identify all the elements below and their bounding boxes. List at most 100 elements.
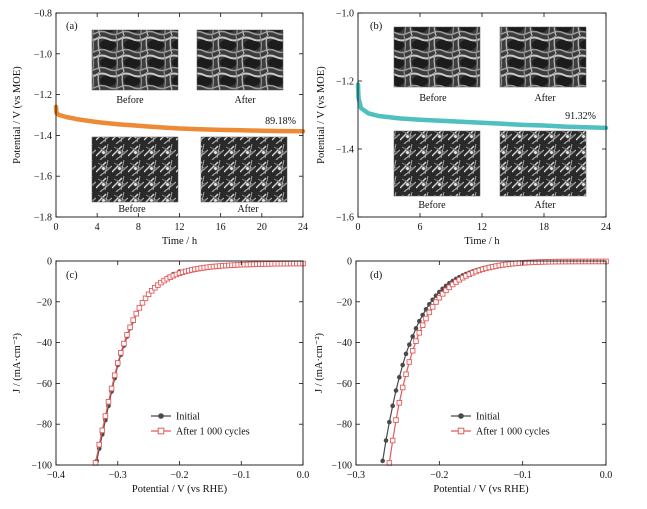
legend-marker: [158, 413, 164, 419]
stability-curve: [53, 104, 306, 134]
micrograph-caption: After: [237, 204, 259, 215]
y-tick-label: −1.6: [336, 213, 354, 224]
sem-micrograph: [196, 29, 284, 91]
data-point: [142, 295, 149, 302]
y-tick-label: −100: [331, 461, 352, 472]
y-tick-label: −100: [31, 461, 52, 472]
x-tick-label: 20: [257, 222, 267, 233]
micrograph-caption: Before: [419, 93, 447, 104]
x-tick-label: −0.3: [347, 470, 365, 481]
x-tick-label: −0.2: [170, 470, 188, 481]
x-tick-label: 0.0: [600, 470, 613, 481]
panel-letter: (b): [370, 21, 383, 32]
data-point: [403, 371, 409, 377]
sem-micrograph: [499, 26, 587, 88]
sem-micrograph: [91, 136, 179, 203]
sem-micrograph: [200, 136, 288, 203]
legend-label: Initial: [476, 412, 500, 423]
data-point: [406, 359, 413, 365]
y-tick-label: 0: [47, 257, 52, 268]
y-tick-label: −1.2: [336, 77, 354, 88]
x-axis-label: Time / h: [464, 236, 500, 247]
data-point: [105, 399, 112, 405]
y-tick-label: −1.6: [34, 172, 52, 183]
data-point: [390, 403, 395, 409]
data-point: [439, 291, 446, 297]
x-axis-label: Potential / V (vs RHE): [433, 484, 529, 495]
series-line: [96, 271, 180, 462]
data-point: [433, 299, 439, 305]
y-tick-label: −1.2: [34, 90, 52, 101]
data-point: [426, 309, 433, 316]
y-tick-label: −40: [36, 338, 52, 349]
panel-b: Before After Before After 0 6 12 18 24 −1.6 −1.4 −1…: [316, 9, 611, 248]
sem-micrograph: [499, 130, 587, 197]
x-tick-label: −0.3: [109, 470, 127, 481]
micrograph-caption: Before: [418, 200, 446, 211]
legend-marker: [458, 413, 464, 419]
micrograph-caption: Before: [118, 204, 146, 215]
data-point: [127, 324, 133, 331]
data-point: [118, 350, 124, 356]
legend-label: After 1 000 cycles: [476, 427, 550, 438]
data-point: [102, 413, 109, 419]
data-point: [413, 326, 419, 331]
data-point: [145, 291, 152, 298]
retention-annotation: 89.18%: [265, 116, 296, 127]
plot-frame: [355, 260, 607, 466]
micrograph-caption: After: [534, 93, 556, 104]
data-point: [387, 419, 392, 425]
x-tick-label: 0: [54, 222, 59, 233]
data-point: [413, 338, 419, 344]
data-point: [403, 351, 409, 357]
data-point: [400, 362, 405, 368]
data-point: [124, 332, 130, 338]
y-tick-label: 0: [347, 257, 352, 268]
y-tick-label: −1.4: [34, 131, 52, 142]
x-axis-label: Potential / V (vs RHE): [132, 484, 228, 495]
panel-letter: (c): [66, 270, 78, 281]
y-tick-label: −60: [336, 379, 352, 390]
x-tick-label: 0.0: [297, 470, 310, 481]
data-point: [130, 317, 136, 323]
data-point: [389, 437, 396, 444]
panel-a: Before After Before After 0 4 8 12 16 20 24 −1.8 −1.…: [12, 9, 308, 248]
data-point: [416, 330, 423, 336]
panel-c: −0.4 −0.3 −0.2 −0.1 0.0 −100 −80 −60 −40 −20 0 Pote…: [12, 257, 309, 496]
y-axis-label: Potential / V (vs MOE): [12, 66, 23, 164]
y-tick-label: −1.0: [34, 49, 52, 60]
data-point: [133, 310, 140, 317]
data-point: [111, 372, 118, 378]
stability-curve: [355, 82, 609, 131]
sem-micrograph: [393, 26, 481, 88]
micrograph-caption: Before: [116, 95, 144, 106]
legend-label: Initial: [176, 412, 200, 423]
y-axis-label: Potential / V (vs MOE): [316, 66, 327, 164]
data-point: [436, 294, 443, 301]
x-tick-label: 12: [477, 222, 487, 233]
data-point: [96, 441, 102, 448]
y-tick-label: −1.8: [34, 213, 52, 224]
data-point: [429, 304, 436, 310]
y-tick-label: −20: [336, 297, 352, 308]
y-tick-label: −1.4: [336, 145, 354, 156]
x-tick-label: 4: [95, 222, 100, 233]
y-tick-label: −80: [36, 420, 52, 431]
x-tick-label: −0.2: [430, 470, 448, 481]
legend-marker: [157, 427, 165, 435]
data-point: [399, 384, 406, 391]
data-point: [136, 305, 143, 311]
data-point: [114, 360, 121, 366]
x-tick-label: −0.1: [514, 470, 532, 481]
data-point: [397, 374, 402, 380]
data-point: [383, 438, 389, 443]
x-tick-label: 8: [136, 222, 141, 233]
x-tick-label: 18: [539, 222, 549, 233]
x-tick-label: 0: [356, 222, 361, 233]
data-point: [417, 318, 422, 324]
data-point: [423, 315, 429, 322]
y-axis-label: J / (mA·cm⁻²): [12, 332, 23, 393]
data-point: [393, 388, 399, 393]
y-tick-label: −40: [336, 338, 352, 349]
